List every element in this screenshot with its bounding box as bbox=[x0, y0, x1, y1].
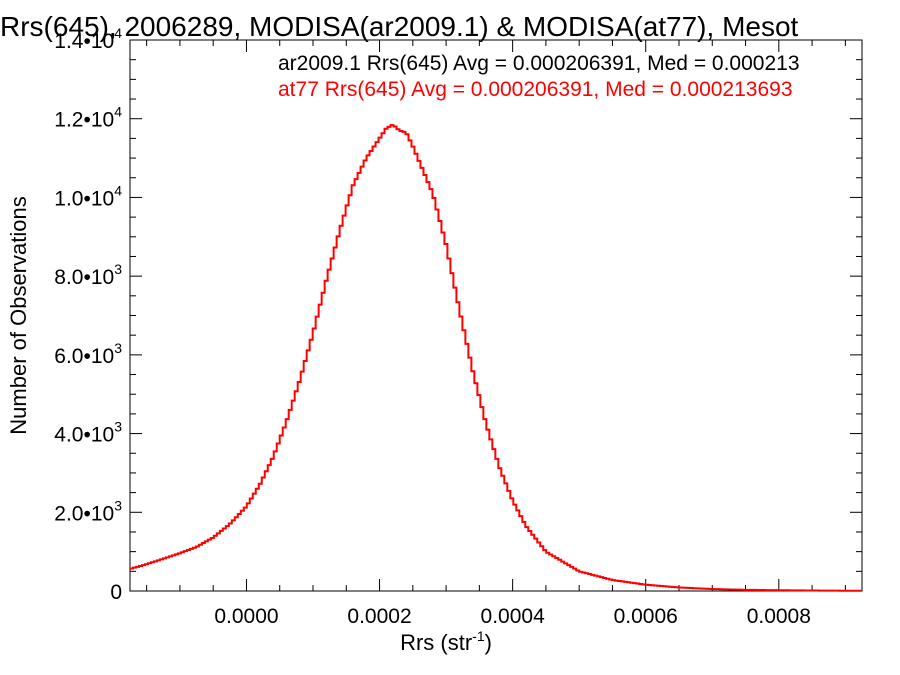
chart-title: Rrs(645), 2006289, MODISA(ar2009.1) & MO… bbox=[0, 11, 799, 42]
y-tick-label: 8.0•103 bbox=[54, 261, 122, 289]
x-tick-label: 0.0000 bbox=[214, 605, 278, 628]
y-tick-label: 6.0•103 bbox=[54, 340, 122, 368]
x-axis-label-main: Rrs (str bbox=[400, 630, 472, 655]
y-tick-label: 2.0•103 bbox=[54, 497, 122, 525]
y-tick-label: 4.0•103 bbox=[54, 419, 122, 447]
x-axis-label-exponent: -1 bbox=[472, 628, 485, 644]
x-tick-label: 0.0006 bbox=[614, 605, 678, 628]
x-tick-label: 0.0002 bbox=[347, 605, 411, 628]
y-tick-label: 0 bbox=[110, 581, 122, 604]
series-line-1 bbox=[130, 124, 862, 592]
x-axis-label: Rrs (str-1) bbox=[400, 628, 492, 655]
x-axis-label-close: ) bbox=[485, 630, 492, 655]
y-tick-label: 1.0•104 bbox=[54, 182, 122, 210]
y-tick-label: 1.4•104 bbox=[54, 25, 122, 53]
y-axis-label: Number of Observations bbox=[6, 196, 31, 434]
annotation-1: ar2009.1 Rrs(645) Avg = 0.000206391, Med… bbox=[278, 52, 800, 75]
annotation-2: at77 Rrs(645) Avg = 0.000206391, Med = 0… bbox=[278, 78, 793, 101]
plot-frame bbox=[129, 39, 863, 592]
x-tick-label: 0.0004 bbox=[481, 605, 546, 628]
y-tick-label: 1.2•104 bbox=[54, 104, 122, 132]
x-tick-label: 0.0008 bbox=[747, 605, 811, 628]
